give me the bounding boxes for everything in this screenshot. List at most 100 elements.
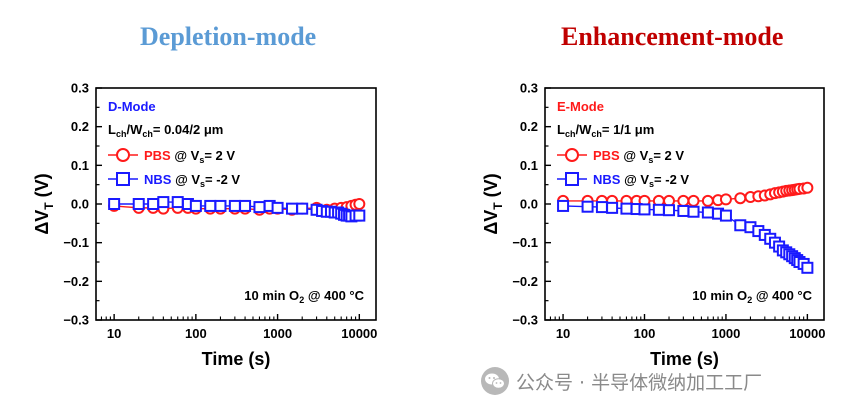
y-axis-label-subscript: T <box>42 202 56 210</box>
legend-marker <box>116 148 130 162</box>
data-point-nbs <box>663 204 676 217</box>
x-tick-label: 10 <box>556 326 570 341</box>
x-axis-label: Time (s) <box>650 349 719 369</box>
data-point-nbs <box>296 202 309 215</box>
x-tick-label: 10000 <box>341 326 377 341</box>
y-tick-label: −0.3 <box>63 313 89 328</box>
y-axis-label: ΔVT (V) <box>32 173 56 234</box>
data-point-nbs <box>557 199 570 212</box>
data-point-nbs <box>620 202 633 215</box>
wechat-icon <box>481 367 509 395</box>
dim-value: = 0.04/2 μm <box>153 122 223 137</box>
dim-subscript: ch <box>142 129 153 139</box>
data-point-pbs <box>687 194 700 207</box>
y-axis-label: ΔVT (V) <box>481 173 505 234</box>
chart-title-depletion: Depletion-mode <box>140 22 317 51</box>
legend-label-nbs: NBS @ Vs= -2 V <box>144 172 240 189</box>
y-tick-label: 0.0 <box>520 197 538 212</box>
legend-value: = -2 V <box>205 172 240 187</box>
dim-subscript: ch <box>591 129 602 139</box>
annotation-condition: 10 min O2 @ 400 °C <box>244 288 364 305</box>
y-tick-label: −0.1 <box>512 235 538 250</box>
dim-mid: /W <box>575 122 592 137</box>
y-axis-label-main: ΔV <box>32 210 52 235</box>
legend-heading: E-Mode <box>557 99 604 114</box>
legend-value: = 2 V <box>204 148 235 163</box>
legend-value: = -2 V <box>654 172 689 187</box>
legend-series-name: NBS <box>593 172 621 187</box>
data-point-pbs <box>353 198 366 210</box>
data-point-nbs <box>687 205 700 218</box>
legend-series-name: PBS <box>593 148 620 163</box>
y-tick-label: −0.2 <box>63 274 89 289</box>
data-point-nbs <box>652 203 665 216</box>
legend-label-nbs: NBS @ Vs= -2 V <box>593 172 689 189</box>
data-point-nbs <box>271 201 284 214</box>
legend-at: @ V <box>620 172 649 187</box>
data-point-pbs <box>719 193 732 206</box>
y-tick-label: 0.1 <box>71 158 89 173</box>
watermark-text: 公众号 · 半导体微纳加工工厂 <box>516 371 763 394</box>
dim-value: = 1/1 μm <box>602 122 654 137</box>
x-axis-label: Time (s) <box>202 349 271 369</box>
data-point-nbs <box>108 198 121 210</box>
annotation-tail: @ 400 °C <box>752 288 812 303</box>
legend-marker <box>565 148 579 162</box>
x-tick-label: 1000 <box>263 326 292 341</box>
data-point-nbs <box>701 206 714 219</box>
x-tick-label: 100 <box>634 326 656 341</box>
legend-marker <box>565 172 579 186</box>
y-tick-label: −0.2 <box>512 274 538 289</box>
data-point-nbs <box>606 201 619 214</box>
data-point-nbs <box>214 199 227 212</box>
legend-dimensions: Lch/Wch= 0.04/2 μm <box>108 122 223 139</box>
data-point-nbs <box>801 261 814 274</box>
dim-subscript: ch <box>116 129 127 139</box>
annotation-subscript: 2 <box>299 295 304 305</box>
chart-title-enhancement: Enhancement-mode <box>561 22 784 51</box>
annotation-main: 10 min O <box>244 288 299 303</box>
legend-series-name: NBS <box>144 172 172 187</box>
legend-subscript: s <box>199 155 204 165</box>
data-point-nbs <box>239 199 252 212</box>
legend-subscript: s <box>200 179 205 189</box>
annotation-main: 10 min O <box>692 288 747 303</box>
y-axis-label-unit: (V) <box>481 173 501 202</box>
legend-marker <box>116 172 130 186</box>
y-tick-label: 0.3 <box>520 81 538 96</box>
x-tick-label: 100 <box>185 326 207 341</box>
annotation-tail: @ 400 °C <box>304 288 364 303</box>
watermark: 公众号 · 半导体微纳加工工厂 <box>480 366 762 396</box>
y-tick-label: 0.3 <box>71 81 89 96</box>
data-point-nbs <box>581 200 594 213</box>
legend-subscript: s <box>648 155 653 165</box>
y-tick-label: 0.2 <box>71 119 89 134</box>
data-point-nbs <box>353 209 366 222</box>
y-tick-label: −0.3 <box>512 313 538 328</box>
legend-label-pbs: PBS @ Vs= 2 V <box>593 148 684 165</box>
data-point-nbs <box>157 196 170 209</box>
y-tick-label: 0.0 <box>71 197 89 212</box>
dim-mid: /W <box>126 122 143 137</box>
data-point-pbs <box>677 194 690 207</box>
legend-at: @ V <box>620 148 649 163</box>
data-point-pbs <box>801 181 814 194</box>
data-point-nbs <box>189 199 202 212</box>
annotation-subscript: 2 <box>747 295 752 305</box>
legend-at: @ V <box>171 148 200 163</box>
data-point-nbs <box>719 209 732 222</box>
annotation-condition: 10 min O2 @ 400 °C <box>692 288 812 305</box>
data-point-pbs <box>734 192 747 205</box>
x-tick-label: 10 <box>107 326 121 341</box>
y-tick-label: −0.1 <box>63 235 89 250</box>
legend-at: @ V <box>171 172 200 187</box>
y-tick-label: 0.1 <box>520 158 538 173</box>
data-point-nbs <box>677 204 690 217</box>
legend-label-pbs: PBS @ Vs= 2 V <box>144 148 235 165</box>
y-axis-label-subscript: T <box>491 202 505 210</box>
dim-prefix: L <box>557 122 565 137</box>
y-tick-label: 0.2 <box>520 119 538 134</box>
y-axis-label-unit: (V) <box>32 173 52 202</box>
legend-subscript: s <box>649 179 654 189</box>
